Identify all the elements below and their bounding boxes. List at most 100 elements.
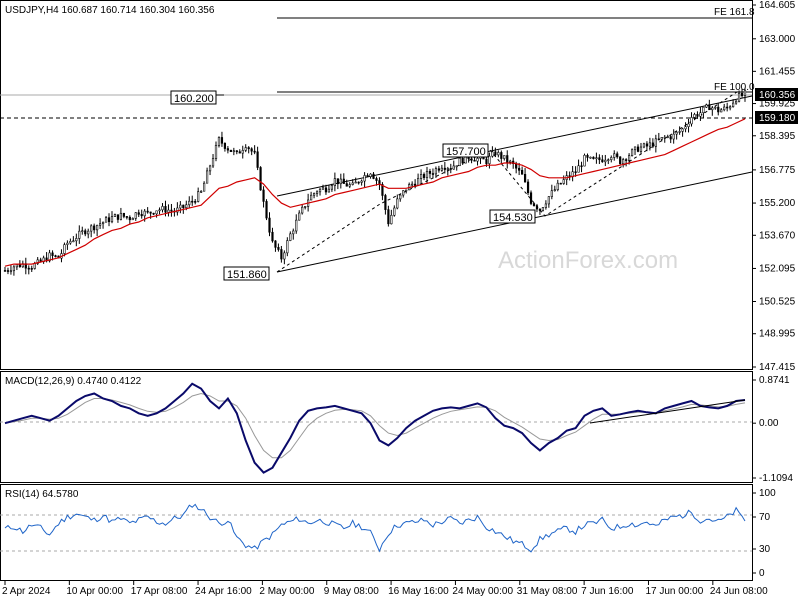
candle-body [390,214,393,225]
candle-body [500,152,503,159]
macd-main-line [4,382,746,474]
candle-body [54,255,57,257]
candle-body [205,170,209,184]
candle-body [657,138,660,141]
x-tick-label: 24 Jun 08:00 [710,586,768,597]
candle-body [619,156,622,165]
candle-body [321,187,325,190]
candle-body [681,128,684,132]
candle-body [485,158,488,164]
candle-body [33,263,36,269]
candle-body [149,211,152,214]
macd-tick-label: 0.8741 [759,375,790,386]
candle-body [556,182,559,191]
candle-body [283,252,286,260]
candle-body [351,182,354,185]
candle-body [200,190,203,193]
candle-body [402,190,405,196]
y-tick-label: 163.000 [759,34,796,45]
candle-body [541,207,545,211]
candle-body [538,208,542,211]
candle-body [104,217,108,223]
candle-body [648,142,651,147]
candle-body [336,178,339,185]
svg-text:160.356: 160.356 [759,90,796,101]
candle-body [550,190,553,197]
candle-body [158,209,161,212]
candle-body [81,230,84,233]
candle-body [627,155,631,161]
candle-body [678,131,681,133]
watermark: ActionForex.com [498,247,678,274]
candle-body [63,244,66,254]
candle-body [232,150,235,153]
candle-body [244,147,247,151]
candle-body [547,196,550,205]
candle-body [503,155,506,159]
candle-body [286,240,289,254]
candle-body [625,159,628,161]
y-tick-label: 161.455 [759,66,796,77]
y-tick-label: 147.415 [759,362,796,373]
svg-text:157.700: 157.700 [446,146,486,158]
candle-body [78,230,81,239]
candle-body [669,136,672,140]
y-tick-label: 158.395 [759,131,796,142]
fe161-label: FE 161.8 [714,7,755,18]
candle-body [298,212,301,221]
candle-body [369,173,372,177]
candle-body [9,270,13,273]
svg-text:154.530: 154.530 [493,212,533,224]
candle-body [72,240,75,243]
candle-body [693,114,696,118]
candle-body [613,153,616,158]
candle-body [256,151,259,168]
candle-body [523,174,527,183]
candle-body [723,106,726,111]
candle-body [164,206,167,213]
candle-body [675,131,678,135]
y-tick-label: 159.925 [759,99,796,110]
candle-body [229,149,232,152]
candle-body [431,173,435,175]
candle-body [12,266,16,272]
candle-body [226,148,229,151]
candle-body [491,151,494,157]
annotation-160200: 160.200 [170,90,217,105]
candle-body [116,214,120,220]
candle-body [128,216,131,221]
candle-body [660,137,663,140]
candle-body [687,123,690,127]
candle-body [452,165,455,170]
candle-body [277,247,280,250]
annotation-154530: 154.530 [489,209,536,224]
candle-body [253,150,256,153]
candle-body [559,182,562,185]
macd-trendline [589,399,746,424]
macd-panel [0,371,753,483]
candle-body [595,157,598,160]
candle-body [440,167,443,171]
candle-body [6,270,10,272]
candle-body [259,167,262,191]
candle-body [191,200,194,203]
candle-body [75,238,78,242]
candle-body [348,184,351,187]
candle-body [90,225,93,232]
candle-body [684,126,687,130]
candle-body [271,231,274,242]
candle-body [416,178,420,186]
candle-body [66,242,69,245]
candle-body [601,159,604,163]
candle-body [101,221,105,225]
candle-body [134,212,137,219]
candle-body [737,92,741,102]
candle-body [586,154,589,158]
rsi-tick-label: 70 [759,512,771,523]
candle-body [509,160,512,163]
candle-body [396,198,399,209]
y-tick-label: 150.525 [759,297,796,308]
candle-body [690,117,693,125]
candle-body [562,179,565,184]
